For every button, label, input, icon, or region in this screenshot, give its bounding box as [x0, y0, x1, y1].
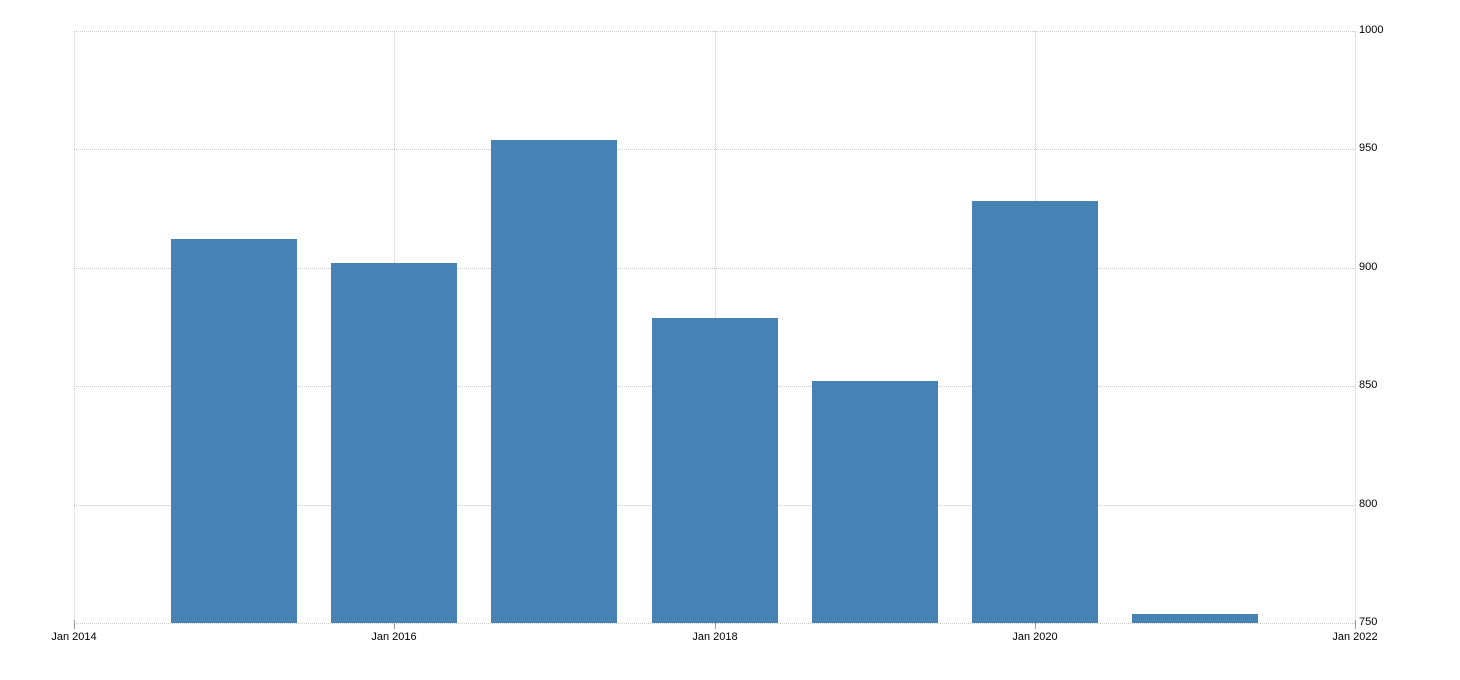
x-tick-mark [1355, 620, 1356, 629]
x-tick-mark [74, 620, 75, 629]
y-axis-label: 950 [1359, 142, 1378, 154]
y-axis-label: 800 [1359, 498, 1378, 510]
x-tick-mark [394, 620, 395, 629]
bar-2017[interactable] [491, 140, 617, 623]
x-axis-label: Jan 2014 [51, 631, 97, 643]
x-axis-label: Jan 2016 [371, 631, 417, 643]
y-gridline [74, 623, 1355, 624]
x-gridline [74, 31, 75, 623]
bar-2018[interactable] [652, 318, 778, 623]
bar-2020[interactable] [972, 201, 1098, 623]
y-gridline [74, 268, 1355, 269]
bar-2021[interactable] [1132, 614, 1258, 623]
x-axis-label: Jan 2020 [1012, 631, 1058, 643]
y-axis-label: 1000 [1359, 24, 1384, 36]
y-axis-label: 850 [1359, 379, 1378, 391]
bar-2019[interactable] [812, 381, 938, 623]
y-gridline [74, 149, 1355, 150]
y-gridline [74, 31, 1355, 32]
x-axis-label: Jan 2018 [692, 631, 738, 643]
x-tick-mark [715, 620, 716, 629]
y-axis-label: 750 [1359, 616, 1378, 628]
bar-2015[interactable] [171, 239, 297, 623]
x-gridline [1355, 31, 1356, 623]
x-tick-mark [1035, 620, 1036, 629]
y-axis-label: 900 [1359, 261, 1378, 273]
x-axis-label: Jan 2022 [1332, 631, 1378, 643]
bar-2016[interactable] [331, 263, 457, 623]
